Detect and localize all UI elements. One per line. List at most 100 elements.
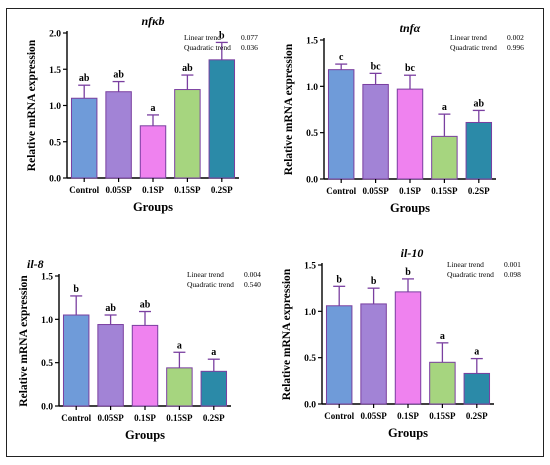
bar-0.05SP (362, 83, 389, 180)
significance-label: c (339, 52, 344, 63)
panel-2: il-8 0.0 0.5 1.0 1.5 Relative mRNA expression… (18, 257, 261, 442)
bar-Control (70, 97, 98, 179)
y-tick-label: 0.5 (41, 359, 53, 369)
significance-label: ab (79, 73, 90, 84)
panel-0: nfκb 0.0 0.5 1.0 1.5 2.0 Relative mRNA express… (26, 14, 258, 214)
significance-label: ab (105, 303, 116, 314)
significance-label: a (440, 331, 445, 342)
bar-0.2SP (465, 121, 493, 180)
trend-quadratic-value: 0.996 (507, 43, 524, 52)
x-tick-label: 0.15SP (174, 185, 201, 195)
x-tick-label: 0.05SP (97, 413, 124, 423)
x-tick-label: 0.1SP (399, 186, 421, 196)
figure-frame: nfκb 0.0 0.5 1.0 1.5 2.0 Relative mRNA express… (6, 8, 544, 457)
x-tick-label: Control (61, 413, 91, 423)
significance-label: a (442, 102, 447, 113)
trend-quadratic-label: Quadratic trend (184, 43, 231, 52)
bar-0.15SP (166, 367, 193, 407)
x-axis-title: Groups (125, 428, 165, 442)
panel-title: il-10 (401, 246, 424, 260)
significance-label: a (474, 347, 479, 358)
bar-0.15SP (174, 89, 201, 179)
y-tick-label: 0.0 (304, 401, 316, 411)
significance-label: a (151, 103, 156, 114)
trend-quadratic-label: Quadratic trend (447, 270, 494, 279)
y-axis-title: Relative mRNA expression (18, 275, 30, 407)
bar-0.05SP (360, 303, 387, 405)
x-tick-label: 0.1SP (142, 185, 164, 195)
figure-canvas: nfκb 0.0 0.5 1.0 1.5 2.0 Relative mRNA express… (18, 14, 524, 442)
significance-label: b (219, 30, 225, 41)
x-tick-label: 0.2SP (468, 186, 490, 196)
bar-0.1SP (394, 291, 422, 405)
y-tick-label: 1.0 (41, 316, 53, 326)
bar-0.2SP (463, 372, 491, 405)
y-axis-title: Relative mRNA expression (283, 43, 295, 175)
x-tick-label: 0.05SP (362, 186, 389, 196)
x-tick-label: 0.15SP (429, 411, 456, 421)
trend-quadratic-label: Quadratic trend (450, 43, 497, 52)
y-tick-label: 1.5 (306, 37, 318, 47)
panel-title: nfκb (141, 14, 164, 28)
panel-title: tnfα (400, 21, 421, 35)
x-tick-label: 0.2SP (466, 411, 488, 421)
y-tick-label: 0.0 (306, 176, 318, 186)
y-tick-label: 1.0 (306, 83, 318, 93)
bar-0.15SP (429, 361, 456, 405)
y-tick-label: 0.5 (304, 354, 316, 364)
trend-linear-label: Linear trend (450, 33, 487, 42)
significance-label: ab (113, 70, 124, 81)
bar-0.1SP (139, 125, 167, 179)
trend-quadratic-value: 0.540 (244, 280, 261, 289)
y-tick-label: 0.0 (49, 175, 61, 185)
y-tick-label: 2.0 (49, 30, 61, 40)
bar-0.2SP (200, 370, 228, 407)
trend-linear-value: 0.001 (504, 260, 521, 269)
trend-linear-label: Linear trend (187, 270, 224, 279)
significance-label: a (211, 347, 216, 358)
bar-0.1SP (131, 324, 159, 407)
x-tick-label: 0.15SP (431, 186, 458, 196)
bar-Control (325, 305, 353, 405)
x-tick-label: 0.05SP (360, 411, 387, 421)
x-tick-label: 0.05SP (105, 185, 132, 195)
panel-3: il-10 0.0 0.5 1.0 1.5 Relative mRNA expressio… (281, 246, 521, 440)
trend-linear-label: Linear trend (447, 260, 484, 269)
x-tick-label: Control (326, 186, 356, 196)
significance-label: b (405, 267, 411, 278)
trend-quadratic-label: Quadratic trend (187, 280, 234, 289)
bar-0.2SP (208, 59, 236, 179)
x-tick-label: 0.1SP (397, 411, 419, 421)
trend-quadratic-value: 0.098 (504, 270, 521, 279)
y-tick-label: 1.5 (41, 273, 53, 283)
bar-0.1SP (396, 88, 424, 180)
trend-quadratic-value: 0.036 (241, 43, 258, 52)
x-axis-title: Groups (388, 426, 428, 440)
y-tick-label: 1.0 (304, 308, 316, 318)
bar-0.05SP (97, 324, 124, 407)
trend-linear-label: Linear trend (184, 33, 221, 42)
significance-label: ab (182, 63, 193, 74)
bar-Control (327, 69, 355, 180)
significance-label: b (336, 274, 342, 285)
significance-label: b (73, 284, 79, 295)
x-tick-label: 0.15SP (166, 413, 193, 423)
panel-1: tnfα 0.0 0.5 1.0 1.5 Relative mRNA expression… (283, 21, 524, 215)
y-axis-title: Relative mRNA expression (26, 39, 38, 171)
y-tick-label: 0.5 (306, 129, 318, 139)
bar-0.05SP (105, 91, 132, 179)
bar-Control (62, 314, 90, 407)
bar-0.15SP (431, 135, 458, 180)
significance-label: a (177, 340, 182, 351)
significance-label: bc (371, 61, 382, 72)
x-axis-title: Groups (133, 200, 173, 214)
panel-title: il-8 (27, 257, 44, 271)
x-tick-label: 0.1SP (134, 413, 156, 423)
y-tick-label: 1.5 (49, 66, 61, 76)
significance-label: ab (140, 300, 151, 311)
significance-label: bc (405, 63, 416, 74)
significance-label: ab (474, 98, 485, 109)
x-tick-label: Control (69, 185, 99, 195)
significance-label: b (371, 276, 377, 287)
x-tick-label: 0.2SP (203, 413, 225, 423)
